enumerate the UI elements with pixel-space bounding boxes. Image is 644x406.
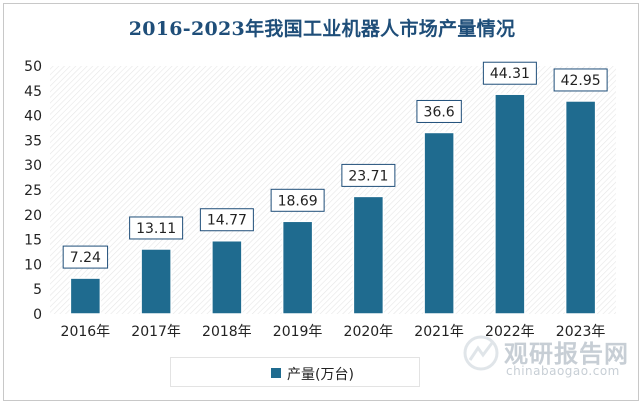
chart-title: 2016-2023年我国工业机器人市场产量情况 — [128, 18, 516, 40]
y-tick-label: 50 — [24, 59, 42, 75]
data-label-box — [482, 61, 537, 85]
data-label: 44.31 — [490, 66, 530, 82]
bar — [494, 93, 526, 315]
y-tick-label: 15 — [24, 233, 42, 249]
y-tick-label: 20 — [24, 208, 42, 224]
data-label: 23.71 — [348, 168, 388, 184]
bar — [352, 195, 385, 315]
bar — [423, 131, 455, 315]
bar — [564, 100, 597, 315]
y-tick-label: 30 — [24, 158, 42, 174]
x-tick-label: 2019年 — [273, 324, 323, 340]
data-label-box — [341, 163, 396, 187]
y-tick-label: 35 — [24, 133, 42, 149]
data-label-box — [129, 216, 184, 240]
data-label-box — [416, 99, 462, 123]
y-tick-label: 5 — [33, 282, 42, 298]
legend-swatch — [271, 368, 281, 378]
x-tick-label: 2017年 — [131, 324, 181, 340]
x-tick-label: 2023年 — [556, 324, 606, 340]
watermark: 观研报告网 chinabaogao.com — [462, 332, 632, 380]
bar — [140, 248, 172, 315]
y-tick-label: 10 — [24, 257, 42, 273]
y-tick-label: 25 — [24, 183, 42, 199]
x-tick-label: 2022年 — [485, 324, 535, 340]
watermark-url: chinabaogao.com — [506, 364, 620, 378]
data-label: 13.11 — [136, 221, 176, 237]
data-label-box — [270, 188, 325, 212]
legend-label: 产量(万台) — [287, 367, 354, 383]
bar — [281, 220, 314, 315]
x-tick-label: 2018年 — [202, 324, 252, 340]
plot-area — [50, 66, 616, 314]
x-tick-label: 2020年 — [344, 324, 394, 340]
data-label-box — [553, 68, 608, 92]
data-label: 7.24 — [70, 250, 101, 266]
data-label: 36.6 — [424, 104, 455, 120]
data-label: 18.69 — [278, 193, 318, 209]
legend: 产量(万台) — [170, 357, 420, 387]
data-label-box — [199, 208, 254, 232]
bar — [69, 277, 102, 315]
watermark-title: 观研报告网 — [504, 340, 629, 368]
y-tick-label: 45 — [24, 84, 42, 100]
bar — [211, 239, 243, 315]
x-tick-label: 2016年 — [61, 324, 111, 340]
data-label-box — [62, 245, 109, 269]
y-tick-label: 0 — [33, 307, 42, 323]
data-label: 42.95 — [561, 73, 601, 89]
x-tick-label: 2021年 — [414, 324, 464, 340]
watermark-logo-icon — [463, 335, 499, 371]
y-tick-label: 40 — [24, 109, 42, 125]
data-label: 14.77 — [207, 213, 247, 229]
